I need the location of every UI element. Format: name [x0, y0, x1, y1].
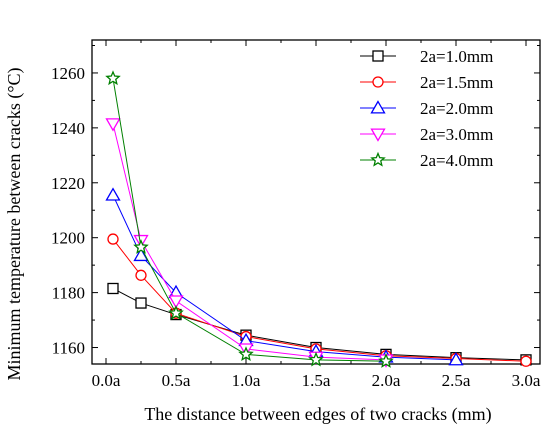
legend-label: 2a=3.0mm: [420, 125, 493, 144]
data-point: [168, 305, 184, 320]
data-point: [105, 70, 121, 86]
legend-item: 2a=1.0mm: [360, 47, 493, 66]
x-tick-label: 0.0a: [92, 371, 121, 390]
x-tick-label: 2.0a: [372, 371, 401, 390]
data-point: [520, 355, 532, 367]
legend-item: 2a=4.0mm: [360, 151, 493, 170]
data-point: [135, 269, 147, 281]
legend-marker: [372, 76, 384, 88]
series-line: [112, 123, 387, 361]
legend-label: 2a=1.0mm: [420, 47, 493, 66]
x-tick-label: 3.0a: [512, 371, 541, 390]
series-4: [105, 118, 394, 368]
x-tick-label: 1.5a: [302, 371, 331, 390]
axes: 0.0a 0.5a 1.0a 1.5a 2.0a 2.5a 3.0a 1160 1180 1200…: [51, 39, 541, 390]
x-tick-label: 2.5a: [442, 371, 471, 390]
legend-marker: [370, 151, 386, 167]
data-point: [133, 247, 149, 262]
data-point: [168, 295, 184, 309]
data-point: [238, 346, 254, 362]
data-point: [308, 351, 324, 367]
y-tick-label: 1160: [52, 339, 85, 358]
y-tick-label: 1220: [51, 174, 85, 193]
series-3: [105, 187, 464, 366]
series-line: [112, 194, 457, 361]
legend-item: 2a=2.0mm: [360, 99, 493, 118]
legend-marker: [370, 100, 386, 114]
data-point: [448, 352, 464, 366]
x-tick-label: 0.5a: [162, 371, 191, 390]
series-line: [112, 238, 527, 362]
data-point: [107, 233, 119, 245]
legend-label: 2a=1.5mm: [420, 73, 493, 92]
legend-label: 2a=4.0mm: [420, 151, 493, 170]
data-point: [133, 239, 149, 254]
y-tick-label: 1260: [51, 64, 85, 83]
series-line: [112, 78, 387, 362]
legend-marker: [370, 128, 386, 142]
y-tick-label: 1240: [51, 119, 85, 138]
legend-marker: [372, 50, 384, 62]
legend: 2a=1.0mm 2a=1.5mm 2a=2.0mm 2a=3.0mm 2a=4.0mm: [360, 47, 493, 170]
x-axis-title: The distance between edges of two cracks…: [144, 404, 491, 425]
y-tick-label: 1200: [51, 229, 85, 248]
data-point: [107, 282, 119, 295]
y-axis-title: Minimum temperature between cracks (°C): [4, 67, 25, 380]
data-point: [135, 297, 147, 309]
legend-label: 2a=2.0mm: [420, 99, 493, 118]
data-point: [105, 187, 121, 201]
data-point: [378, 353, 394, 368]
x-tick-label: 1.0a: [232, 371, 261, 390]
series-group: [105, 70, 532, 368]
legend-item: 2a=3.0mm: [360, 125, 493, 144]
series-5: [105, 70, 394, 368]
y-tick-label: 1180: [52, 284, 85, 303]
legend-item: 2a=1.5mm: [360, 73, 493, 92]
series-line: [112, 288, 527, 361]
data-point: [105, 118, 121, 132]
